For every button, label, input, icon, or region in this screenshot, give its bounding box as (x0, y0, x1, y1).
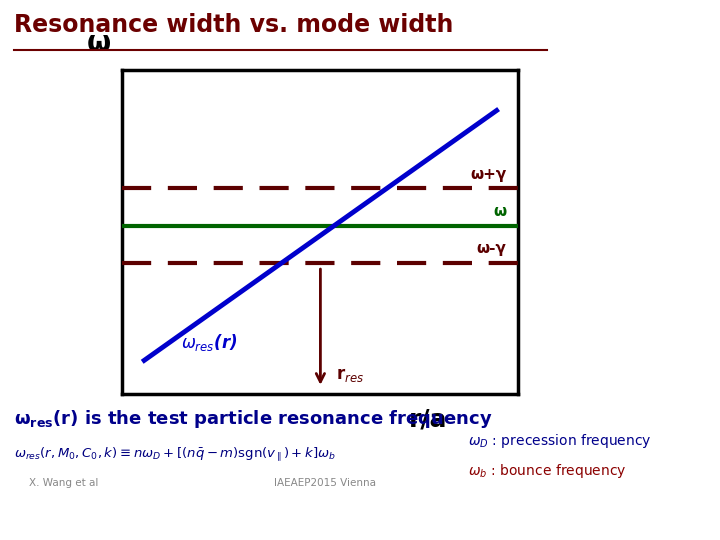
Text: ω: ω (86, 29, 111, 57)
Text: r$_{res}$: r$_{res}$ (336, 366, 364, 384)
Text: IPP: IPP (595, 22, 629, 40)
Text: $\omega_b$ : bounce frequency: $\omega_b$ : bounce frequency (468, 462, 626, 480)
Text: $\omega_{res}(r,M_0,C_0,k)\equiv n\omega_D+[(n\bar{q}-m)\mathrm{sgn}(v_{\paralle: $\omega_{res}(r,M_0,C_0,k)\equiv n\omega… (14, 446, 336, 463)
Text: ω+γ: ω+γ (470, 167, 507, 182)
Text: X. Wang et al: X. Wang et al (29, 478, 98, 488)
Text: Resonance width vs. mode width: Resonance width vs. mode width (14, 14, 454, 37)
Text: r/a: r/a (409, 408, 448, 431)
Text: ω: ω (493, 204, 507, 219)
Text: $\mathbf{\omega_{res}}$$\mathbf{(r)}$ is the test particle resonance frequency: $\mathbf{\omega_{res}}$$\mathbf{(r)}$ is… (14, 408, 492, 430)
Text: $\omega_{res}$(r): $\omega_{res}$(r) (181, 332, 238, 353)
Text: ω-γ: ω-γ (477, 241, 507, 256)
Text: $\omega_D$ : precession frequency: $\omega_D$ : precession frequency (468, 432, 652, 450)
Text: IAEAEP2015 Vienna: IAEAEP2015 Vienna (274, 478, 376, 488)
